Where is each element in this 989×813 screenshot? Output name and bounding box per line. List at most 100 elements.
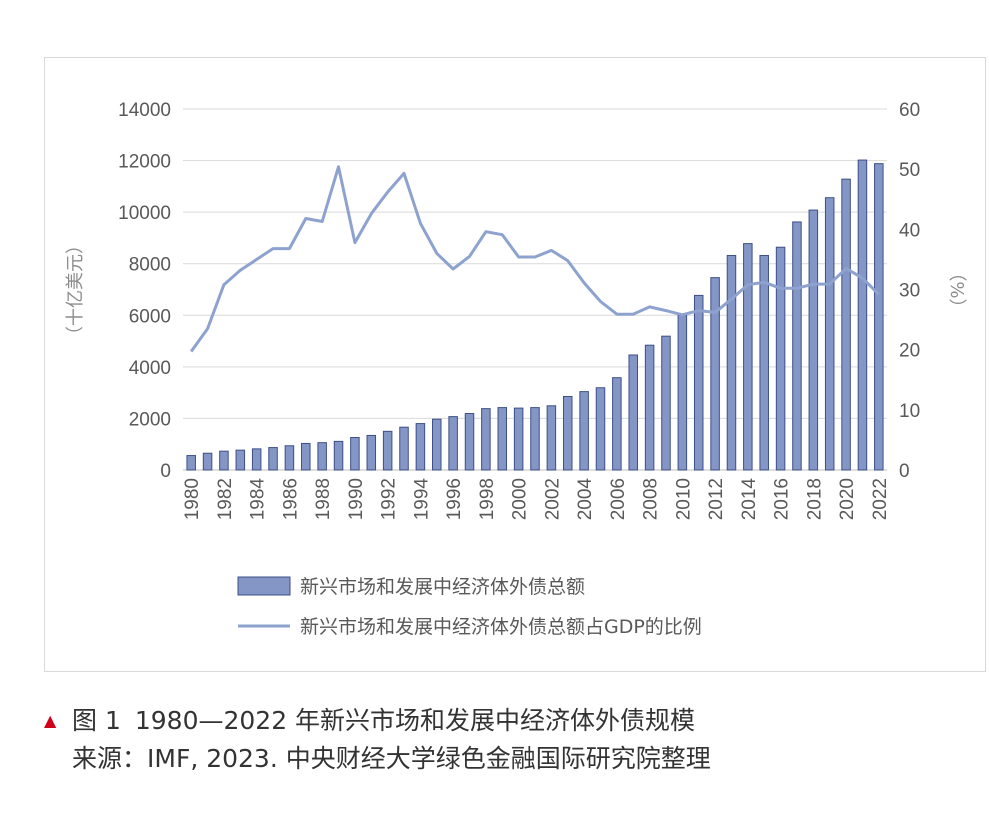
figure-source: 来源：IMF, 2023. 中央财经大学绿色金融国际研究院整理	[72, 744, 711, 773]
right-tick-label: 10	[899, 401, 920, 422]
right-tick-label: 20	[899, 341, 920, 362]
bar	[661, 335, 671, 471]
bar	[644, 344, 655, 471]
bar	[235, 449, 246, 471]
right-tick-label: 60	[899, 100, 920, 121]
bar	[317, 442, 327, 471]
bar	[579, 391, 589, 471]
bar	[497, 407, 508, 471]
x-tick-label: 2004	[575, 478, 596, 521]
bar	[759, 254, 769, 471]
grid-lines	[183, 108, 887, 471]
legend: 新兴市场和发展中经济体外债总额 新兴市场和发展中经济体外债总额占GDP的比例	[237, 576, 702, 638]
figure-number: 图 1	[72, 706, 121, 735]
left-tick-label: 6000	[129, 306, 171, 327]
x-tick-label: 2008	[641, 478, 662, 520]
bar	[513, 407, 524, 471]
bar	[415, 423, 426, 471]
bar	[628, 354, 638, 471]
bar	[301, 442, 311, 471]
right-axis-title: （%）	[946, 263, 967, 316]
x-tick-label: 2006	[608, 478, 629, 520]
bar	[284, 445, 295, 471]
chart-frame: 0 2000 4000 6000 8000 10000 12000 14000 0 10 20 30…	[44, 57, 986, 672]
x-tick-label: 1984	[248, 478, 269, 521]
legend-bar-label: 新兴市场和发展中经济体外债总额	[300, 576, 585, 598]
x-tick-label: 1988	[313, 478, 334, 520]
right-tick-label: 0	[899, 461, 910, 482]
bar	[595, 387, 606, 471]
figure-title: 1980—2022 年新兴市场和发展中经济体外债规模	[134, 706, 696, 735]
bar	[710, 277, 720, 471]
bar	[743, 243, 753, 471]
x-tick-label: 1996	[444, 478, 465, 520]
x-tick-label: 2002	[542, 478, 563, 520]
bar	[562, 396, 573, 471]
figure-caption: ▲ 图 1 1980—2022 年新兴市场和发展中经济体外债规模 来源：IMF, 2…	[44, 702, 711, 778]
bar	[775, 246, 786, 471]
x-tick-label: 2010	[673, 478, 694, 520]
legend-line-label: 新兴市场和发展中经济体外债总额占GDP的比例	[300, 616, 702, 638]
left-tick-label: 0	[160, 461, 171, 482]
bar	[726, 254, 737, 471]
x-tick-label: 2018	[804, 478, 825, 520]
legend-bar-swatch	[237, 576, 291, 596]
bar	[333, 440, 344, 471]
bar	[432, 418, 442, 471]
bar	[792, 221, 802, 471]
bar	[219, 450, 229, 471]
bar	[268, 447, 278, 471]
bar	[481, 408, 491, 471]
x-tick-label: 1990	[346, 478, 367, 520]
chart-svg: 0 2000 4000 6000 8000 10000 12000 14000 0 10 20 30…	[65, 100, 967, 638]
right-tick-label: 30	[899, 281, 920, 302]
bar	[186, 455, 196, 471]
x-tick-label: 2014	[739, 478, 760, 521]
x-axis-ticks: 1980 1982 1984 1986 1988 1990 1992 1994 1996 1998…	[182, 478, 891, 521]
bar	[382, 430, 393, 471]
bar	[251, 448, 262, 471]
triangle-marker-icon: ▲	[44, 711, 57, 730]
bar	[366, 434, 377, 471]
right-axis-ticks: 0 10 20 30 40 50 60	[899, 100, 920, 482]
x-tick-label: 2000	[510, 478, 531, 520]
x-tick-label: 1994	[411, 478, 432, 521]
bar	[808, 209, 819, 471]
caption-title-line: ▲ 图 1 1980—2022 年新兴市场和发展中经济体外债规模	[44, 702, 711, 740]
bar	[841, 178, 851, 471]
x-tick-label: 1982	[215, 478, 236, 520]
left-tick-label: 14000	[118, 100, 171, 121]
x-tick-label: 2020	[837, 478, 858, 520]
right-tick-label: 40	[899, 220, 920, 241]
x-tick-label: 2016	[772, 478, 793, 520]
bar	[546, 405, 557, 471]
bar	[874, 163, 884, 471]
left-axis-title: （十亿美元）	[65, 236, 86, 344]
x-tick-label: 2012	[706, 478, 727, 520]
ratio-line	[189, 165, 880, 353]
bar	[350, 437, 360, 471]
left-axis-ticks: 0 2000 4000 6000 8000 10000 12000 14000	[118, 100, 171, 482]
bar	[677, 314, 688, 471]
x-tick-label: 1992	[379, 478, 400, 520]
x-tick-label: 1986	[280, 478, 301, 520]
left-tick-label: 8000	[129, 255, 171, 276]
line-series	[189, 165, 880, 353]
x-tick-label: 2022	[870, 478, 891, 520]
bar	[530, 407, 540, 471]
bar	[824, 197, 835, 471]
left-tick-label: 12000	[118, 152, 171, 173]
bar	[448, 416, 458, 471]
x-tick-label: 1998	[477, 478, 498, 520]
bar	[693, 294, 704, 471]
bar	[857, 159, 868, 471]
right-tick-label: 50	[899, 160, 920, 181]
left-tick-label: 2000	[129, 409, 171, 430]
x-tick-label: 1980	[182, 478, 203, 520]
bar	[399, 426, 409, 471]
left-tick-label: 10000	[118, 203, 171, 224]
left-tick-label: 4000	[129, 358, 171, 379]
bar	[464, 413, 475, 471]
bar	[612, 377, 622, 471]
bar	[202, 452, 213, 471]
